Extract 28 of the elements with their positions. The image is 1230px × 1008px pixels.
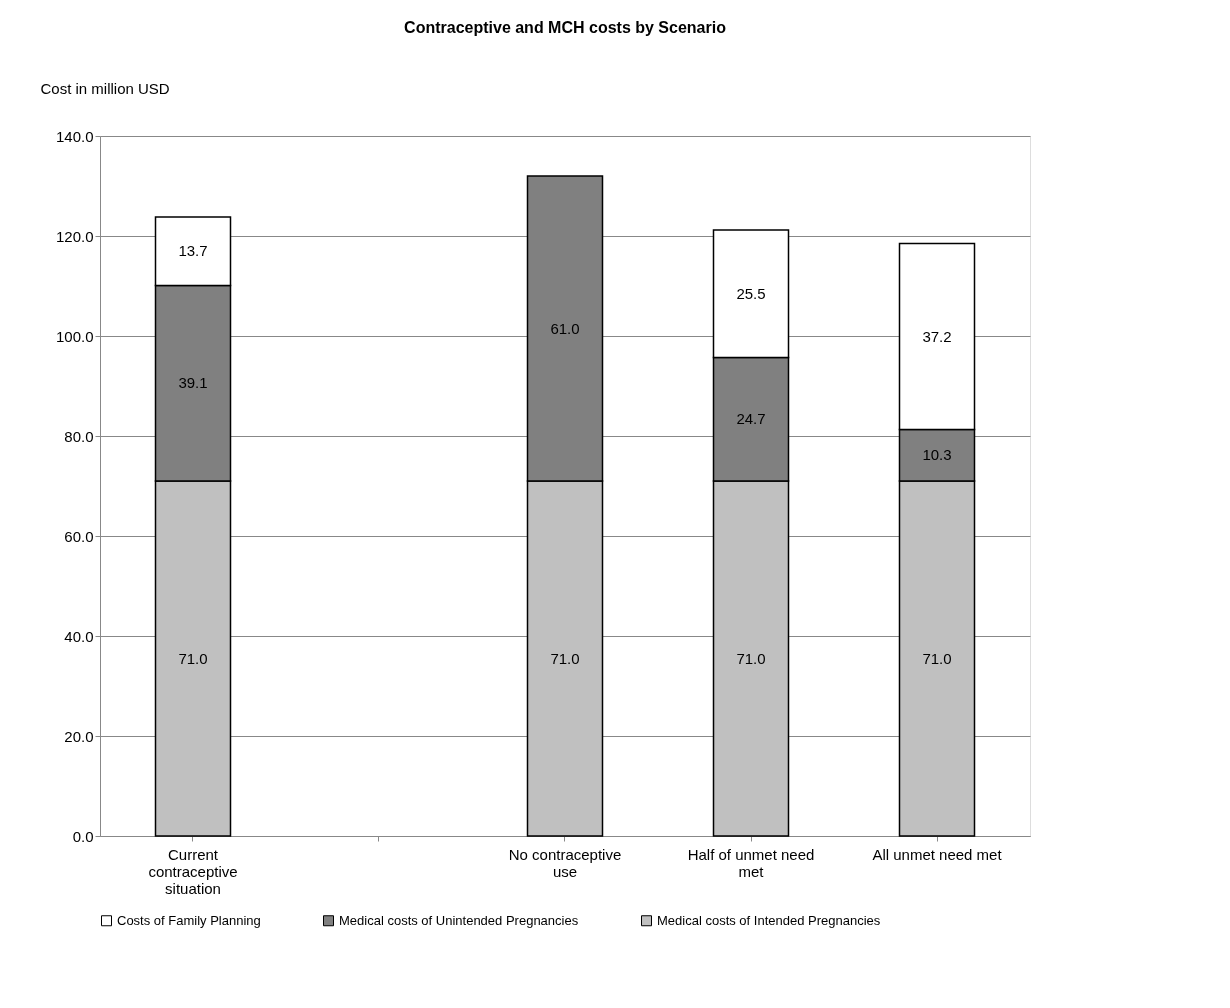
y-tick-label: 20.0: [64, 727, 94, 745]
legend-label: Costs of Family Planning: [117, 912, 261, 928]
legend-label: Medical costs of Unintended Pregnancies: [339, 912, 579, 928]
y-axis-title: Cost in million USD: [40, 79, 170, 97]
legend-label: Medical costs of Intended Pregnancies: [657, 912, 881, 928]
data-label: 71.0: [178, 649, 208, 667]
data-label: 25.5: [736, 284, 766, 302]
x-tick-label: Current contraceptive situation: [148, 845, 238, 897]
data-label: 37.2: [922, 327, 952, 345]
data-label: 61.0: [550, 319, 580, 337]
y-tick-label: 0.0: [72, 827, 94, 845]
data-label: 13.7: [178, 242, 208, 260]
x-tick-label: All unmet need met: [872, 845, 1003, 863]
data-label: 24.7: [736, 410, 766, 428]
y-tick-label: 120.0: [55, 227, 94, 245]
chart-title: Contraceptive and MCH costs by Scenario: [404, 19, 727, 36]
y-tick-label: 100.0: [55, 327, 94, 345]
y-tick-label: 60.0: [64, 527, 94, 545]
x-tick-label: Half of unmet need met: [687, 845, 815, 880]
data-label: 39.1: [178, 374, 208, 392]
data-label: 71.0: [550, 649, 580, 667]
data-label: 71.0: [736, 649, 766, 667]
data-label: 10.3: [922, 446, 952, 464]
y-tick-label: 140.0: [55, 127, 94, 145]
y-tick-label: 80.0: [64, 427, 94, 445]
x-tick-label: No contraceptive use: [508, 845, 622, 880]
data-label: 71.0: [922, 649, 952, 667]
y-tick-label: 40.0: [64, 627, 94, 645]
